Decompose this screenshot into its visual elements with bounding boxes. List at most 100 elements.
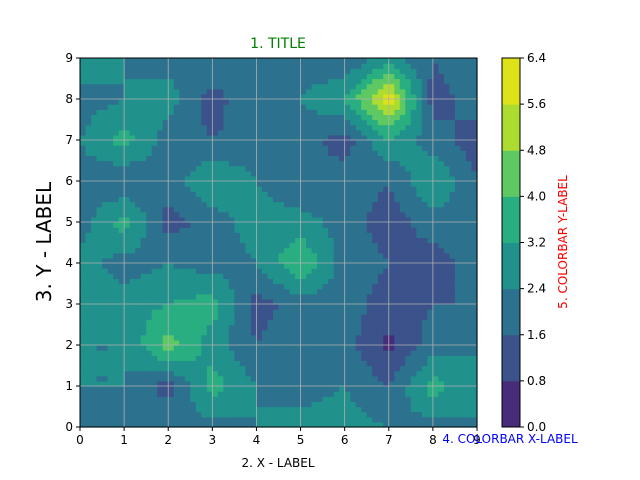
contour-cell (361, 278, 368, 285)
contour-cell (140, 365, 147, 372)
contour-cell (245, 411, 252, 418)
contour-cell (311, 222, 318, 228)
contour-cell (410, 370, 417, 377)
contour-cell (394, 314, 401, 320)
contour-cell (344, 304, 351, 310)
contour-cell (239, 160, 247, 167)
contour-cell (190, 160, 197, 167)
contour-cell (91, 252, 98, 259)
contour-cell (388, 160, 395, 167)
contour-cell (339, 160, 346, 167)
contour-cell (372, 150, 379, 156)
contour-cell (289, 170, 296, 177)
contour-cell (438, 319, 445, 326)
contour-cell (256, 206, 263, 213)
contour-cell (256, 386, 263, 392)
contour-cell (355, 216, 362, 223)
contour-cell (190, 242, 197, 249)
contour-cell (168, 150, 175, 156)
contour-cell (124, 211, 131, 218)
contour-cell (449, 329, 456, 336)
contour-cell (344, 324, 351, 331)
contour-cell (195, 319, 202, 326)
contour-cell (454, 78, 462, 85)
contour-cell (355, 124, 362, 131)
contour-cell (184, 304, 191, 310)
contour-cell (245, 329, 252, 336)
contour-cell (228, 355, 235, 361)
contour-cell (322, 298, 329, 305)
contour-cell (201, 222, 208, 228)
contour-cell (267, 396, 274, 402)
contour-cell (449, 247, 456, 254)
contour-cell (195, 421, 202, 428)
contour-cell (328, 93, 335, 100)
contour-cell (173, 109, 180, 115)
contour-cell (438, 78, 445, 85)
contour-cell (195, 278, 202, 285)
contour-cell (377, 416, 384, 423)
contour-cell (465, 329, 473, 336)
contour-cell (311, 298, 318, 305)
contour-cell (432, 380, 439, 387)
contour-cell (300, 309, 307, 315)
contour-cell (465, 273, 473, 279)
contour-cell (405, 155, 412, 162)
contour-cell (168, 252, 175, 259)
contour-cell (427, 78, 434, 85)
contour-cell (223, 140, 230, 146)
contour-cell (91, 304, 98, 310)
contour-cell (289, 350, 296, 356)
contour-cell (146, 109, 153, 115)
contour-cell (173, 406, 180, 413)
contour-cell (173, 324, 180, 331)
contour-cell (80, 355, 87, 361)
contour-cell (278, 283, 285, 290)
contour-cell (80, 288, 87, 295)
contour-cell (245, 191, 252, 197)
contour-cell (162, 314, 169, 320)
contour-cell (124, 345, 131, 351)
contour-cell (201, 206, 208, 213)
contour-cell (135, 78, 142, 85)
contour-cell (250, 375, 258, 382)
contour-cell (300, 391, 307, 397)
contour-cell (151, 334, 158, 341)
contour-cell (322, 319, 329, 326)
contour-cell (151, 109, 158, 115)
contour-cell (377, 386, 384, 392)
contour-cell (173, 396, 180, 402)
contour-cell (173, 93, 180, 100)
contour-cell (184, 298, 191, 305)
contour-cell (460, 370, 467, 377)
contour-cell (372, 196, 379, 203)
contour-cell (179, 99, 186, 105)
contour-cell (91, 375, 98, 382)
contour-cell (124, 329, 131, 336)
contour-cell (399, 242, 406, 249)
contour-cell (311, 165, 318, 172)
contour-cell (217, 411, 224, 418)
contour-cell (91, 278, 98, 285)
contour-cell (443, 186, 451, 192)
contour-cell (284, 99, 291, 105)
contour-cell (179, 145, 186, 151)
contour-cell (350, 247, 357, 254)
contour-cell (289, 293, 296, 300)
contour-cell (151, 355, 158, 361)
contour-cell (206, 355, 213, 361)
contour-cell (228, 196, 235, 203)
contour-cell (80, 263, 87, 269)
contour-cell (234, 283, 241, 290)
contour-cell (124, 401, 131, 408)
contour-cell (195, 222, 202, 228)
contour-cell (388, 201, 395, 208)
contour-cell (102, 196, 109, 203)
contour-cell (124, 386, 131, 392)
contour-cell (168, 355, 175, 361)
contour-cell (454, 186, 462, 192)
contour-cell (300, 401, 307, 408)
contour-cell (289, 263, 296, 269)
contour-cell (372, 386, 379, 392)
contour-cell (460, 160, 467, 167)
